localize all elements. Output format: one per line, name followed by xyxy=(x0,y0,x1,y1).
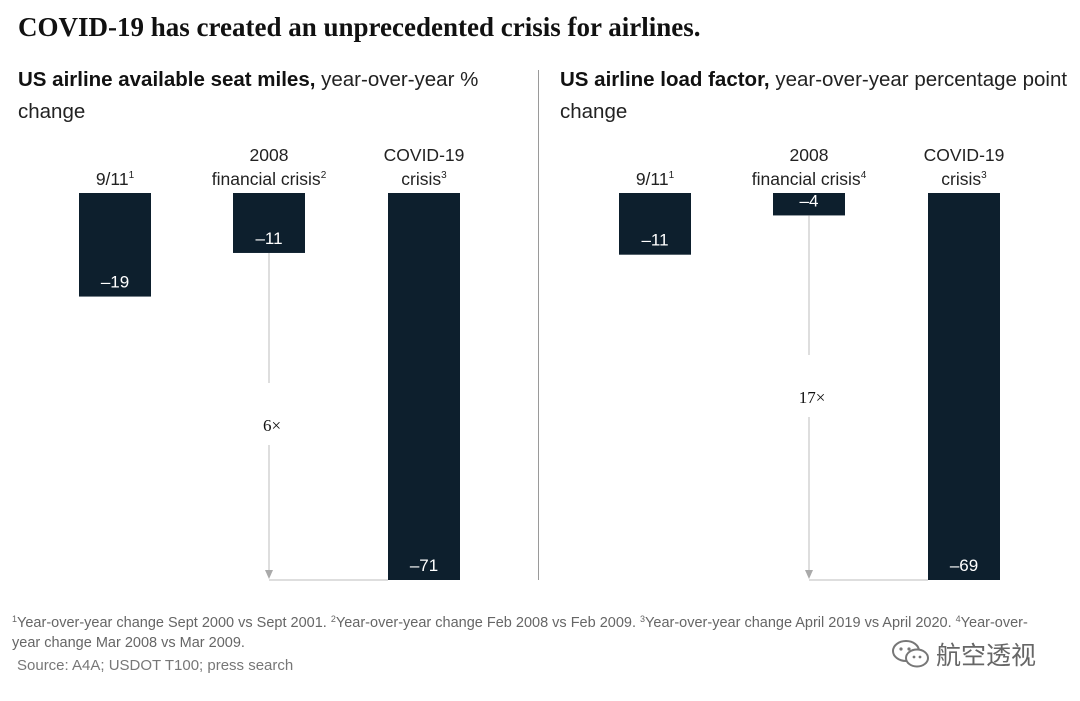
right-category-label-2: COVID-19 xyxy=(924,145,1005,165)
footnote-2: 2Year-over-year change Feb 2008 vs Feb 2… xyxy=(330,614,636,631)
left-bar-0 xyxy=(79,193,151,297)
source-note: Source: A4A; USDOT T100; press search xyxy=(17,657,294,674)
right-chart-subtitle: US airline load factor, year-over-year p… xyxy=(560,64,1070,128)
right-bar-value-2: –69 xyxy=(950,556,978,575)
left-bar-value-2: –71 xyxy=(410,556,438,575)
footnotes: 1Year-over-year change Sept 2000 vs Sept… xyxy=(12,609,1052,653)
right-bar-1 xyxy=(773,193,845,216)
wechat-icon xyxy=(892,640,929,668)
left-chart-title: US airline available seat miles, xyxy=(18,68,316,91)
footnote-3: 3Year-over-year change April 2019 vs Apr… xyxy=(640,614,952,631)
right-bar-0 xyxy=(619,193,691,255)
watermark: 航空透视 xyxy=(890,636,1036,672)
right-category-label-1: 2008 xyxy=(790,145,829,165)
left-bar-2 xyxy=(388,193,460,580)
footnote-1: 1Year-over-year change Sept 2000 vs Sept… xyxy=(12,614,327,631)
right-chart-title: US airline load factor, xyxy=(560,68,770,91)
right-bar-2 xyxy=(928,193,1000,580)
right-chart-unit: year-over-year percentage point change xyxy=(560,68,1068,123)
left-category-label-0: 9/111 xyxy=(96,169,135,189)
left-category-label-2: COVID-19 xyxy=(384,145,465,165)
right-bar-value-1: –4 xyxy=(800,191,819,210)
left-compare-arrowhead xyxy=(265,570,273,579)
footnote-4: 4Year-over-year change Mar 2008 vs Mar 2… xyxy=(12,614,1028,651)
right-category-label-1: financial crisis4 xyxy=(752,169,867,189)
left-chart-unit: year-over-year % change xyxy=(18,68,479,123)
left-bar-value-0: –19 xyxy=(101,273,129,292)
left-category-label-1: 2008 xyxy=(250,145,289,165)
watermark-text: 航空透视 xyxy=(936,642,1037,670)
charts-canvas: –19 9/111 –11 2008 financial crisis2 –71 COVID… xyxy=(79,145,1005,581)
left-category-label-2: crisis3 xyxy=(401,169,447,189)
left-bar-1 xyxy=(233,193,305,253)
left-category-label-1: financial crisis2 xyxy=(212,169,327,189)
left-bar-value-1: –11 xyxy=(255,229,282,248)
right-category-label-2: crisis3 xyxy=(941,169,987,189)
chart-title: COVID-19 has created an unprecedented cr… xyxy=(18,12,701,42)
right-bar-value-0: –11 xyxy=(641,231,668,250)
right-compare-arrowhead xyxy=(805,570,813,579)
left-chart-subtitle: US airline available seat miles, year-ov… xyxy=(18,64,508,128)
left-multiplier-annotation: 6× xyxy=(263,416,281,435)
right-category-label-0: 9/111 xyxy=(636,169,675,189)
panel-divider xyxy=(538,70,539,580)
right-multiplier-annotation: 17× xyxy=(799,388,826,407)
